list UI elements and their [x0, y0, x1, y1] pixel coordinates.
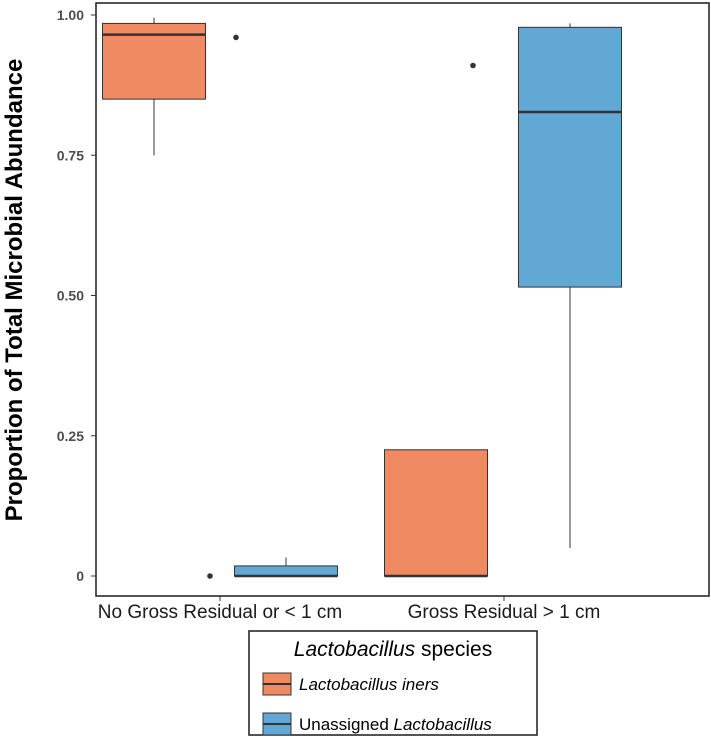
y-tick-label: 0 [76, 568, 84, 584]
y-tick-label: 0.25 [57, 428, 84, 444]
iqr-box [518, 26, 622, 288]
y-axis: 0 0.25 0.50 0.75 1.00 [57, 7, 96, 584]
legend-item: Unassigned Lactobacillus [262, 712, 492, 736]
x-axis: No Gross Residual or < 1 cm Gross Residua… [98, 596, 601, 623]
legend-label: Unassigned Lactobacillus [299, 715, 492, 734]
legend-item: Lactobacillus iners [262, 672, 439, 696]
y-tick-label: 0.75 [57, 147, 84, 163]
box-lactobacillus-iners [384, 62, 488, 578]
y-tick-label: 0.50 [57, 288, 84, 304]
plot-panel-border [95, 2, 710, 597]
legend-border [248, 630, 538, 736]
iqr-box [384, 449, 488, 577]
legend-label: Lactobacillus iners [299, 675, 439, 694]
box-unassigned-lactobacillus [233, 34, 338, 578]
x-category-label: No Gross Residual or < 1 cm [98, 602, 342, 623]
legend-title: Lactobacillus species [294, 638, 492, 661]
outlier-point [233, 34, 239, 41]
iqr-box [234, 565, 338, 577]
plot-area [95, 2, 710, 597]
y-tick-label: 1.00 [57, 7, 84, 23]
box-unassigned-lactobacillus [518, 23, 622, 548]
box-lactobacillus-iners [102, 17, 213, 579]
x-category-label: Gross Residual > 1 cm [408, 602, 601, 623]
outlier-point [207, 573, 213, 579]
outlier-point [470, 62, 476, 69]
iqr-box [102, 22, 206, 100]
legend: Lactobacillus species Lactobacillus iners… [248, 630, 538, 736]
y-axis-title: Proportion of Total Microbial Abundance [1, 59, 28, 522]
